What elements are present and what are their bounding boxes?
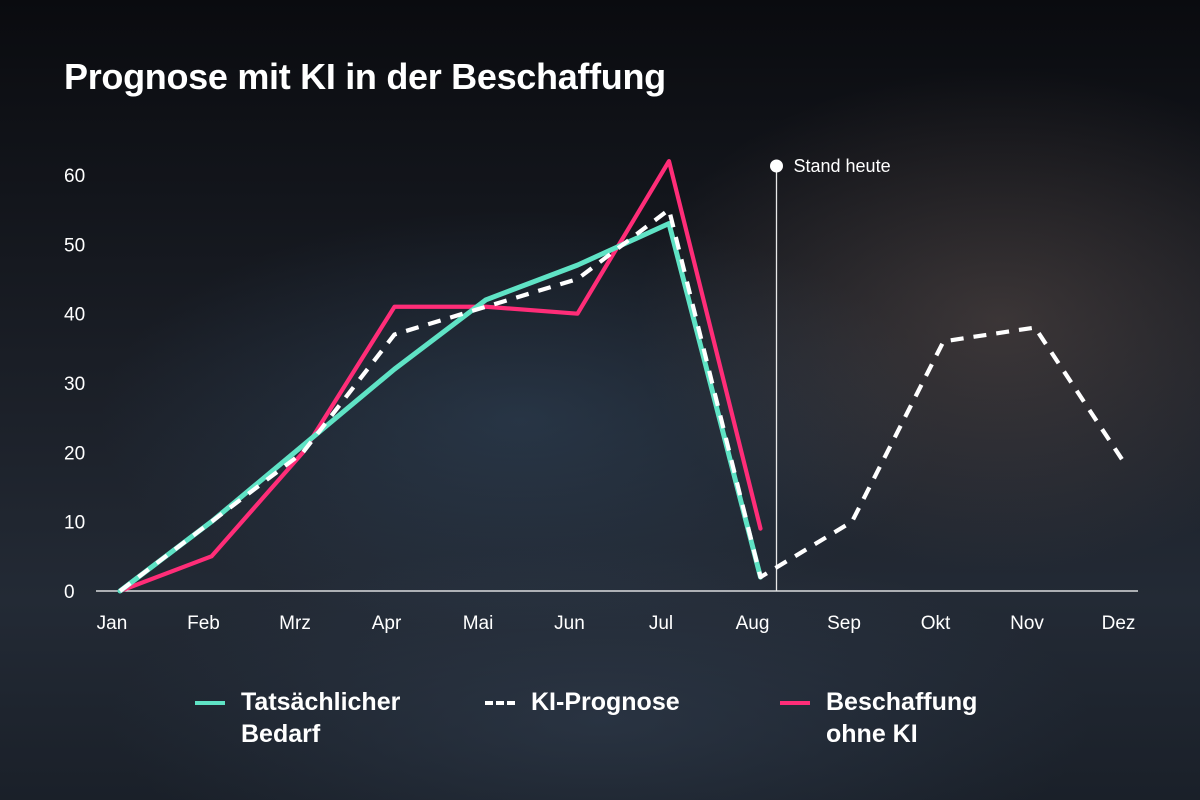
stand-heute-dot [770,159,783,173]
y-tick-label: 60 [64,166,85,187]
x-tick-label: Okt [921,613,951,634]
legend-item-prognose: KI-Prognose [485,686,680,718]
legend-label-line: ohne KI [826,720,918,748]
x-tick-label: Jan [97,613,128,634]
legend-label-tatsaechlich: Tatsächlicher Bedarf [241,686,400,750]
legend-label-line: Tatsächlicher [241,688,401,716]
y-tick-label: 40 [64,305,85,326]
y-tick-label: 50 [64,235,85,256]
y-tick-label: 20 [64,443,85,464]
x-tick-label: Mai [463,613,494,634]
series-line-prognose [118,207,1129,593]
y-tick-label: 10 [64,513,85,534]
series-line-tatsaechlich [117,221,763,594]
x-tick-label: Jun [554,613,585,634]
chart-legend: Tatsächlicher Bedarf KI-Prognose Beschaf… [195,686,1035,756]
y-tick-label: 30 [64,374,85,395]
series-line-ohne_ki [117,159,763,594]
x-tick-label: Sep [827,613,861,634]
stand-heute-label: Stand heute [794,156,891,176]
x-tick-label: Jul [649,613,673,634]
legend-item-tatsaechlich: Tatsächlicher Bedarf [195,686,400,750]
legend-swatch-tatsaechlich [195,701,225,705]
legend-label-line: Bedarf [241,720,321,748]
legend-item-ohne-ki: Beschaffung ohne KI [780,686,977,750]
chart-title: Prognose mit KI in der Beschaffung [64,56,666,97]
legend-label-ohne-ki: Beschaffung ohne KI [826,686,977,750]
legend-label-prognose: KI-Prognose [531,686,680,718]
x-tick-label: Aug [736,613,770,634]
legend-label-line: KI-Prognose [531,688,680,716]
x-tick-label: Feb [187,613,220,634]
legend-swatch-prognose [485,701,515,705]
legend-swatch-ohne-ki [780,701,810,705]
x-tick-label: Apr [372,613,402,634]
y-tick-label: 0 [64,582,75,603]
legend-label-line: Beschaffung [826,688,978,716]
x-tick-label: Dez [1102,613,1136,634]
x-tick-label: Nov [1010,613,1044,634]
x-tick-label: Mrz [279,613,311,634]
